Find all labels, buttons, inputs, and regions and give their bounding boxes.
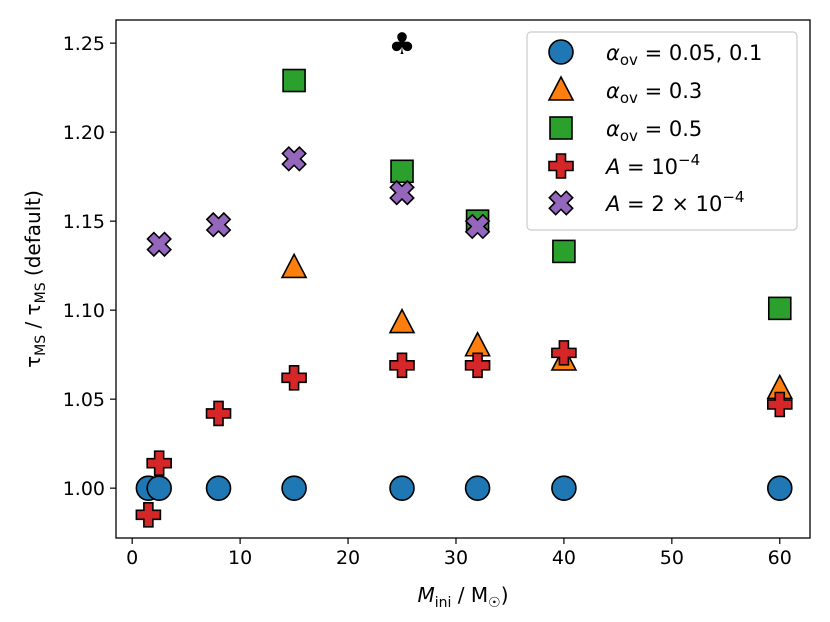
data-point-0-2 [205,475,232,501]
plot-frame [115,19,811,539]
legend-label-2: αov = 0.5 [606,117,702,145]
data-point-0-6 [551,475,577,501]
data-point-3-4 [389,352,415,379]
x-tick-label-0: 0 [126,547,138,569]
axes: 0 10 20 30 40 50 60 1.00 1.05 1.10 1.15 1.20 1.25 Min… [21,19,811,611]
series-0 [135,475,793,501]
data-point-2-0 [282,68,306,93]
data-point-4-4 [464,213,491,240]
data-point-2-1 [390,159,414,184]
data-point-0-5 [464,475,491,501]
x-tick-label-5: 50 [660,547,684,569]
x-tick-label-6: 60 [768,547,792,569]
legend-marker-2 [549,116,573,140]
legend-marker-0 [548,39,574,65]
data-point-0-7 [766,475,793,501]
y-tick-label-5: 1.25 [63,33,105,55]
legend-marker-3 [548,153,574,179]
series-4 [146,146,491,258]
data-point-3-7 [766,391,793,418]
x-tick-label-2: 20 [336,547,360,569]
data-point-3-0 [135,502,162,528]
data-point-4-3 [389,179,415,206]
data-point-2-4 [767,296,792,321]
data-point-0-4 [389,475,415,501]
data-point-3-2 [205,400,232,427]
data-point-4-1 [205,211,232,238]
x-axis-label: Mini / M☉) [417,583,508,611]
legend-label-1: αov = 0.3 [606,79,702,107]
legend-label-3: A = 10−4 [604,151,700,179]
data-point-3-3 [281,364,307,391]
data-point-1-1 [388,307,416,334]
x-tick-label-4: 40 [552,547,576,569]
y-tick-label-1: 1.05 [63,389,105,411]
data-point-0-3 [281,475,307,501]
legend-label-0: αov = 0.05, 0.1 [606,41,762,69]
data-point-3-5 [464,352,491,379]
plot-area: ♣ [135,27,794,528]
data-point-3-6 [551,340,577,366]
legend-marker-1 [547,75,575,101]
series-1 [280,252,794,400]
data-point-4-2 [281,146,307,172]
y-tick-label-0: 1.00 [63,478,105,500]
legend: αov = 0.05, 0.1 αov = 0.3 αov = 0.5 A = 10−… [526,31,798,231]
y-tick-label-3: 1.15 [63,211,105,233]
annotation-0: ♣ [389,27,416,62]
legend-box [526,31,798,231]
y-tick-label-2: 1.10 [63,300,105,322]
x-tick-label-1: 10 [228,547,252,569]
y-tick-label-4: 1.20 [63,122,105,144]
series-3 [135,340,793,528]
data-point-1-0 [280,252,308,279]
legend-label-4: A = 2 × 10−4 [604,188,744,216]
data-point-2-3 [552,239,576,264]
data-point-0-1 [146,475,172,501]
data-point-1-2 [464,331,491,357]
y-axis-label: τMS / τMS (default) [21,190,49,368]
legend-marker-4 [548,190,574,216]
data-point-3-1 [146,450,172,477]
x-tick-label-3: 30 [444,547,468,569]
data-point-4-0 [146,231,172,258]
